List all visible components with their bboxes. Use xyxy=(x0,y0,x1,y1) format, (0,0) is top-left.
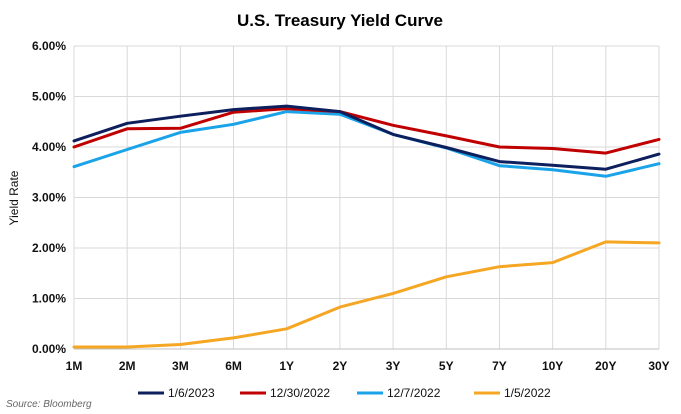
x-tick-label: 20Y xyxy=(595,359,616,373)
series-line xyxy=(72,104,661,171)
legend-label: 1/5/2022 xyxy=(504,386,551,400)
x-tick-label: 2Y xyxy=(333,359,348,373)
x-tick-labels: 1M 2M 3M 6M 1Y 2Y 3Y 5Y 7Y 10Y 20Y 30Y xyxy=(66,359,670,373)
y-tick-labels: 0.00% 1.00% 2.00% 3.00% 4.00% 5.00% 6.00% xyxy=(32,39,66,356)
x-tick-label: 10Y xyxy=(542,359,563,373)
x-tick-label: 6M xyxy=(225,359,242,373)
x-tick-label: 30Y xyxy=(648,359,669,373)
y-tick-label: 1.00% xyxy=(32,292,66,306)
legend-label: 12/7/2022 xyxy=(387,386,441,400)
series-line xyxy=(72,107,661,155)
legend-label: 12/30/2022 xyxy=(270,386,330,400)
y-tick-label: 6.00% xyxy=(32,39,66,53)
y-tick-label: 5.00% xyxy=(32,90,66,104)
x-tick-label: 3M xyxy=(172,359,189,373)
x-tick-label: 2M xyxy=(119,359,136,373)
y-tick-label: 2.00% xyxy=(32,241,66,255)
x-tick-label: 1M xyxy=(66,359,83,373)
x-tick-label: 5Y xyxy=(439,359,454,373)
y-tick-label: 0.00% xyxy=(32,342,66,356)
grid-lines xyxy=(73,45,660,350)
x-tick-label: 7Y xyxy=(492,359,507,373)
x-tick-label: 1Y xyxy=(279,359,294,373)
chart-title: U.S. Treasury Yield Curve xyxy=(237,11,443,30)
y-tick-label: 3.00% xyxy=(32,191,66,205)
series-lines xyxy=(72,104,661,349)
series-line xyxy=(72,240,661,349)
x-tick-label: 3Y xyxy=(386,359,401,373)
legend-label: 1/6/2023 xyxy=(168,386,215,400)
y-tick-label: 4.00% xyxy=(32,140,66,154)
y-axis-label: Yield Rate xyxy=(7,170,21,225)
legend: 1/6/2023 12/30/2022 12/7/2022 1/5/2022 xyxy=(138,386,551,400)
source-note: Source: Bloomberg xyxy=(6,399,92,410)
